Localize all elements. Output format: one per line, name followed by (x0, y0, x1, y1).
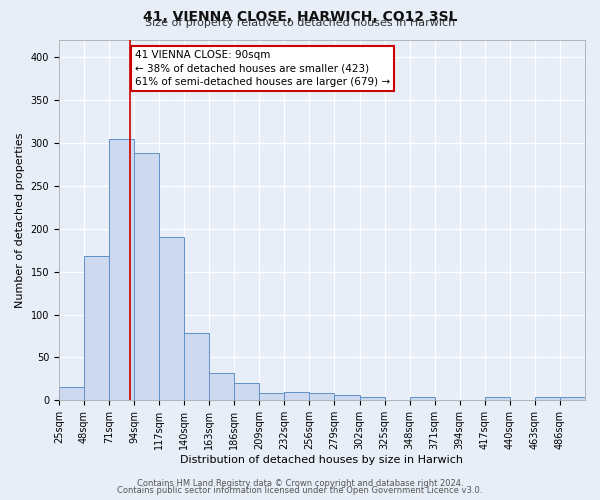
Text: Contains public sector information licensed under the Open Government Licence v3: Contains public sector information licen… (118, 486, 482, 495)
Text: 41 VIENNA CLOSE: 90sqm
← 38% of detached houses are smaller (423)
61% of semi-de: 41 VIENNA CLOSE: 90sqm ← 38% of detached… (135, 50, 390, 86)
Bar (184, 334, 209, 400)
Bar (560, 397, 585, 400)
Bar (259, 394, 284, 400)
Bar (234, 383, 259, 400)
Bar (485, 397, 510, 400)
Text: Contains HM Land Registry data © Crown copyright and database right 2024.: Contains HM Land Registry data © Crown c… (137, 478, 463, 488)
Bar (334, 395, 359, 400)
Bar (209, 373, 234, 400)
Bar (359, 397, 385, 400)
Bar (134, 154, 159, 400)
Bar (109, 138, 134, 400)
Text: Size of property relative to detached houses in Harwich: Size of property relative to detached ho… (145, 18, 455, 28)
Text: 41, VIENNA CLOSE, HARWICH, CO12 3SL: 41, VIENNA CLOSE, HARWICH, CO12 3SL (143, 10, 457, 24)
Bar (84, 256, 109, 400)
Bar (284, 392, 310, 400)
X-axis label: Distribution of detached houses by size in Harwich: Distribution of detached houses by size … (181, 455, 463, 465)
Bar (59, 386, 84, 400)
Bar (410, 397, 434, 400)
Bar (535, 397, 560, 400)
Y-axis label: Number of detached properties: Number of detached properties (15, 132, 25, 308)
Bar (159, 238, 184, 400)
Bar (310, 394, 334, 400)
